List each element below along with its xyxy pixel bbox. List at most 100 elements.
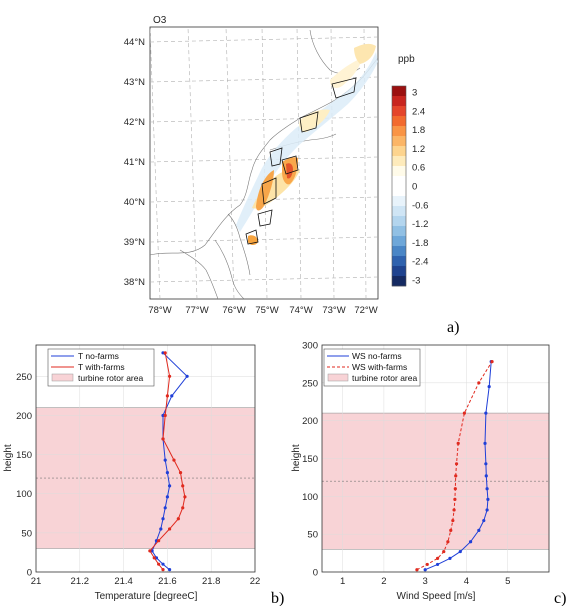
colorbar-cell xyxy=(392,106,406,117)
data-point-no-farms xyxy=(154,556,159,560)
data-point-no-farms xyxy=(161,562,165,566)
lon-tick-label: 78°W xyxy=(148,305,171,316)
y-tick-label: 150 xyxy=(16,450,32,461)
data-point-no-farms xyxy=(484,462,488,466)
lat-tick-label: 42°N xyxy=(124,117,145,128)
wind-speed-y-tick-labels: 0 50 100 150 200 250 300 xyxy=(302,341,318,579)
x-tick-label: 1 xyxy=(340,576,345,587)
panel-label-a: a) xyxy=(447,319,459,336)
data-point-with-farms xyxy=(167,374,172,378)
y-tick-label: 50 xyxy=(307,530,318,541)
colorbar: ppb 3 2.4 1.8 1.2 0.6 0 -0.6 -1.2 -1.8 -2.4 -3 xyxy=(391,54,428,287)
data-point-with-farms xyxy=(172,458,176,462)
data-point-no-farms xyxy=(485,508,489,512)
data-point-no-farms xyxy=(487,385,491,389)
x-tick-label: 4 xyxy=(464,576,469,587)
colorbar-cell xyxy=(392,266,406,277)
y-tick-label: 100 xyxy=(302,492,318,503)
y-tick-label: 300 xyxy=(302,341,318,352)
colorbar-cells xyxy=(392,86,406,287)
data-point-no-farms xyxy=(159,527,163,531)
temperature-legend: T no-farms T with-farms turbine rotor ar… xyxy=(47,348,155,387)
data-point-with-farms xyxy=(148,549,152,553)
data-point-with-farms xyxy=(425,562,429,567)
data-point-with-farms xyxy=(453,487,457,491)
data-point-no-farms xyxy=(477,528,481,532)
data-point-no-farms xyxy=(163,506,167,510)
y-tick-label: 200 xyxy=(16,411,32,422)
colorbar-cell xyxy=(392,156,406,167)
colorbar-frame xyxy=(391,85,407,287)
data-point-no-farms xyxy=(161,351,165,355)
data-point-with-farms xyxy=(163,351,167,355)
data-point-no-farms xyxy=(423,568,427,572)
legend-label-rotor-area: turbine rotor area xyxy=(352,373,417,383)
x-tick-label: 5 xyxy=(505,576,510,587)
colorbar-cell xyxy=(392,166,406,177)
data-point-with-farms xyxy=(449,528,453,532)
lon-tick-label: 77°W xyxy=(185,305,208,316)
y-tick-label: 0 xyxy=(313,568,318,579)
legend-swatch-rotor-area xyxy=(327,373,349,382)
lon-tick-label: 76°W xyxy=(222,305,245,316)
y-tick-label: 200 xyxy=(302,416,318,427)
colorbar-cell xyxy=(392,236,406,247)
temperature-x-axis-label: Temperature [degreeC] xyxy=(95,591,198,602)
colorbar-tick-label: 3 xyxy=(412,88,417,99)
colorbar-cell xyxy=(392,86,406,97)
colorbar-cell xyxy=(392,206,406,217)
colorbar-cell xyxy=(392,276,406,287)
x-tick-label: 21.4 xyxy=(114,576,133,587)
y-tick-label: 100 xyxy=(16,489,32,500)
temperature-series xyxy=(148,351,189,572)
colorbar-cell xyxy=(392,176,406,187)
colorbar-cell xyxy=(392,136,406,147)
colorbar-tick-label: -1.2 xyxy=(412,219,428,230)
legend-label-no-farms: T no-farms xyxy=(78,351,119,361)
wind-speed-axes-box xyxy=(321,344,550,573)
x-tick-label: 21.6 xyxy=(158,576,177,587)
lat-tick-label: 38°N xyxy=(124,277,145,288)
colorbar-cell xyxy=(392,96,406,107)
colorbar-cell xyxy=(392,256,406,267)
colorbar-cell xyxy=(392,196,406,207)
y-tick-label: 0 xyxy=(27,568,32,579)
panel-label-c: c) xyxy=(554,590,566,606)
colorbar-tick-label: 0.6 xyxy=(412,163,425,174)
wind-speed-series xyxy=(415,360,494,572)
data-point-no-farms xyxy=(484,411,488,415)
series-line-no-farms xyxy=(425,361,492,571)
colorbar-tick-label: -1.8 xyxy=(412,238,428,249)
lat-tick-label: 41°N xyxy=(124,157,145,168)
y-tick-label: 250 xyxy=(302,378,318,389)
data-point-with-farms xyxy=(163,413,167,418)
legend-label-with-farms: T with-farms xyxy=(78,362,125,372)
data-point-with-farms xyxy=(176,517,180,521)
temperature-y-tick-labels: 0 50 100 150 200 250 xyxy=(16,372,32,579)
colorbar-cell xyxy=(392,146,406,157)
temperature-x-tick-labels: 21 21.2 21.4 21.6 21.8 22 xyxy=(31,576,261,587)
colorbar-cell xyxy=(392,186,406,197)
data-point-no-farms xyxy=(161,413,165,418)
legend-label-rotor-area: turbine rotor area xyxy=(78,373,143,383)
y-tick-label: 50 xyxy=(21,528,32,539)
ozone-anomaly-field xyxy=(236,43,378,245)
colorbar-tick-label: -0.6 xyxy=(412,200,428,211)
data-point-with-farms xyxy=(165,394,169,398)
colorbar-tick-label: 2.4 xyxy=(412,106,425,117)
lon-tick-label: 72°W xyxy=(354,305,377,316)
map-frame xyxy=(149,26,379,300)
x-tick-label: 22 xyxy=(250,576,261,587)
data-point-with-farms xyxy=(181,484,185,488)
temperature-y-axis-label: height xyxy=(3,444,14,471)
wind-speed-legend: WS no-farms WS with-farms turbine rotor … xyxy=(323,348,421,387)
temperature-chart: 21 21.2 21.4 21.6 21.8 22 0 50 100 150 200 250 Tem… xyxy=(3,344,261,602)
data-point-with-farms xyxy=(462,411,466,415)
colorbar-cell xyxy=(392,246,406,257)
temperature-axes-box xyxy=(35,344,256,573)
wind-speed-y-axis-label: height xyxy=(291,444,302,471)
lon-tick-label: 75°W xyxy=(255,305,278,316)
data-point-with-farms xyxy=(454,474,458,478)
data-point-no-farms xyxy=(161,517,165,521)
data-point-no-farms xyxy=(482,518,486,523)
